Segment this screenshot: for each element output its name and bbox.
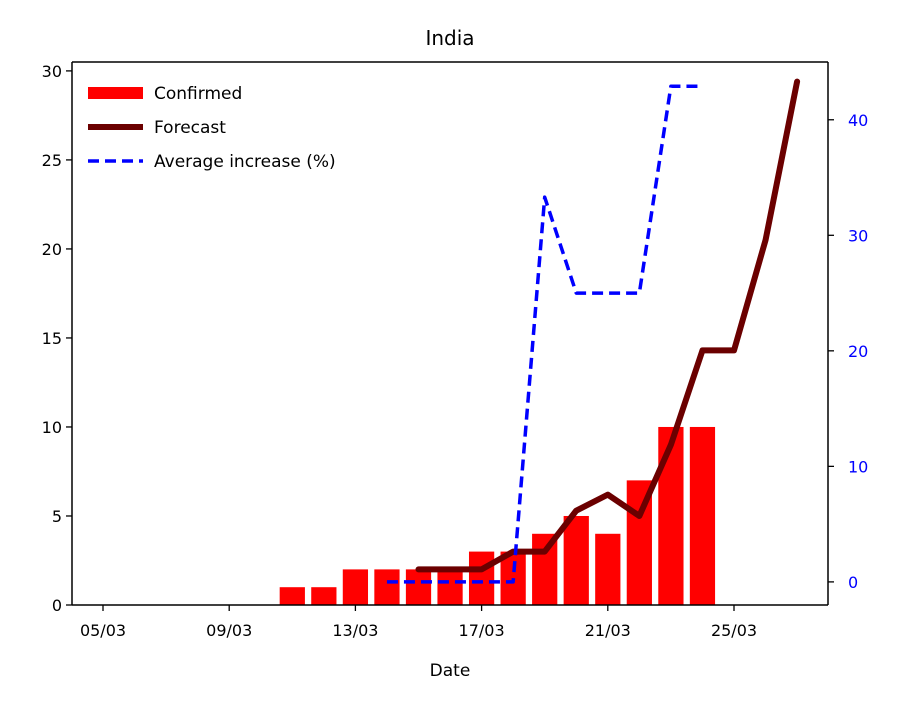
- legend-label-2: Average increase (%): [154, 152, 336, 172]
- bar-14-03: [374, 569, 400, 605]
- bar-19-03: [532, 533, 558, 605]
- y-right-tick-label-0: 0: [848, 573, 858, 592]
- y-right-tick-label-20: 20: [848, 342, 868, 361]
- y-tick-label-25: 25: [42, 151, 62, 170]
- legend-label-1: Forecast: [154, 118, 226, 138]
- x-tick-label-13-03: 13/03: [332, 621, 378, 640]
- plot-area: 0 5 10 15 20 25 30 0 10 20 30 40 05/03 09/03 13/03 17/0…: [42, 61, 868, 640]
- y-tick-label-20: 20: [42, 240, 62, 259]
- y-tick-label-5: 5: [52, 507, 62, 526]
- x-tick-label-09-03: 09/03: [206, 621, 252, 640]
- average-increase-line: [386, 84, 703, 584]
- y-right-tick-label-30: 30: [848, 226, 868, 245]
- bar-17-03: [468, 551, 495, 605]
- y-tick-label-15: 15: [42, 329, 62, 348]
- x-tick-label-05-03: 05/03: [80, 621, 126, 640]
- y-right-tick-label-10: 10: [848, 457, 868, 476]
- bar-15-03: [405, 569, 432, 605]
- y-tick-label-10: 10: [42, 418, 62, 437]
- bar-11-03: [279, 587, 305, 605]
- bar-13-03: [342, 569, 369, 605]
- chart-title: India: [425, 26, 474, 50]
- bar-21-03: [595, 533, 621, 605]
- bar-24-03: [689, 426, 716, 605]
- forecast-line: [415, 78, 801, 573]
- legend: Confirmed Forecast Average increase (%): [88, 84, 336, 172]
- legend-label-0: Confirmed: [154, 84, 242, 104]
- bar-23-03: [658, 426, 684, 605]
- bar-12-03: [311, 587, 337, 605]
- x-tick-label-25-03: 25/03: [711, 621, 757, 640]
- y-right-tick-label-40: 40: [848, 111, 868, 130]
- bar-16-03: [437, 569, 463, 605]
- x-axis-label: Date: [430, 661, 471, 681]
- x-tick-label-17-03: 17/03: [459, 621, 505, 640]
- bar-20-03: [563, 515, 589, 605]
- legend-swatch-confirmed: [88, 87, 143, 99]
- x-tick-label-21-03: 21/03: [585, 621, 631, 640]
- y-tick-label-30: 30: [42, 62, 62, 81]
- y-tick-label-0: 0: [52, 596, 62, 615]
